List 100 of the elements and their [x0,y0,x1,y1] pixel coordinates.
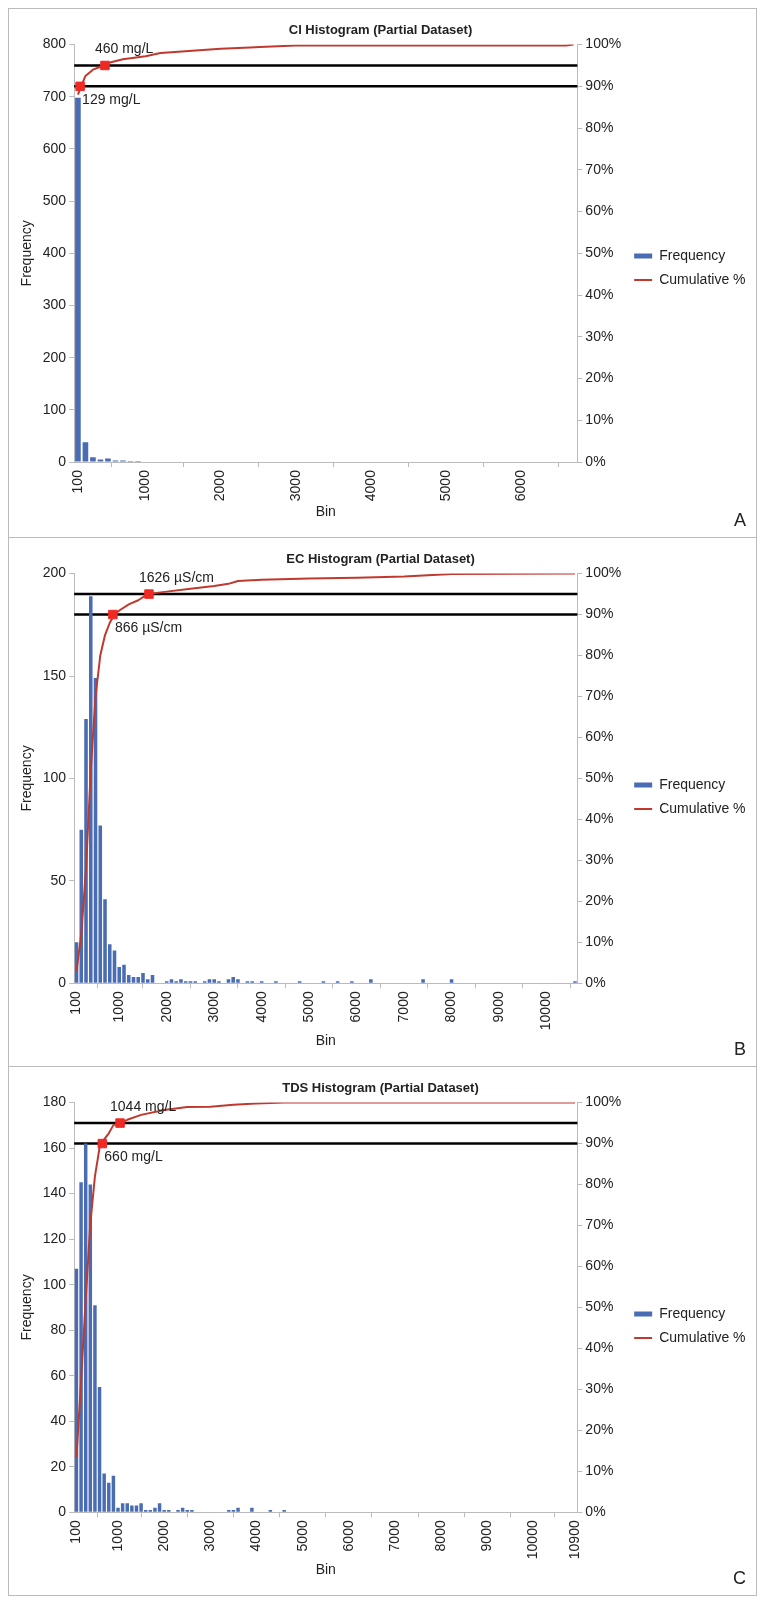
text: A [733,510,746,531]
y2-tick-label: 100% [585,564,622,581]
y-tick-label: 160 [42,1138,67,1155]
y-axis-title: Frequency [18,1274,35,1341]
x-axis-title: Bin [315,503,336,520]
x-tick-label: 8000 [442,991,459,1023]
bar [130,1505,134,1512]
chart-title: Cl Histogram (Partial Dataset) [288,22,473,38]
y2-tick-label: 30% [585,851,614,868]
x-axis-title: Bin [315,1032,336,1049]
y2-tick-label: 40% [585,810,614,827]
y-tick-label: 500 [42,192,67,209]
bar [169,979,174,983]
chart-title: EC Histogram (Partial Dataset) [286,551,475,567]
x-tick-label: 6000 [347,991,364,1023]
y2-tick-label: 70% [585,687,614,704]
bar [134,1505,139,1512]
y-tick-label: 180 [42,1093,67,1110]
chart-title: TDS Histogram (Partial Dataset) [282,1080,479,1096]
x-tick-label: 5000 [436,469,453,502]
y-tick-label: 120 [42,1230,67,1247]
x-tick-label: 9000 [478,1520,495,1552]
y-tick-label: 0 [58,974,67,991]
legend-label: Frequency [659,775,726,792]
legend-label: Cumulative % [659,799,746,816]
y-tick-label: 100 [42,1275,67,1292]
x-axis-title: Bin [315,1561,336,1578]
y2-tick-label: 80% [585,1175,614,1192]
x-tick-label: 7000 [394,991,411,1023]
y2-tick-label: 60% [585,202,614,219]
bar [120,1503,125,1512]
x-tick-label: 10900 [565,1520,582,1560]
bar [421,979,425,983]
y-tick-label: 200 [42,564,67,581]
bar [75,97,81,462]
bar [153,1507,157,1512]
legend-label: Cumulative % [659,1328,746,1345]
x-tick-label: 1000 [110,991,127,1023]
y2-tick-label: 10% [585,1462,614,1479]
y-tick-label: 800 [42,35,67,52]
x-tick-label: 6000 [339,1520,356,1552]
y2-tick-label: 0% [585,1503,606,1520]
y-tick-label: 20 [50,1457,67,1474]
y-tick-label: 600 [42,139,67,156]
bar [250,1507,254,1512]
y2-tick-label: 70% [585,160,614,177]
y2-tick-label: 30% [585,327,614,344]
y2-tick-label: 20% [585,1421,614,1438]
x-tick-label: 10000 [524,1520,541,1560]
x-tick-label: 9000 [489,991,506,1023]
y-axis-title: Frequency [18,220,35,287]
bar [97,459,104,462]
y-tick-label: 50 [50,871,67,888]
text: C [733,1568,746,1589]
x-tick-label: 8000 [432,1520,449,1552]
y2-tick-label: 100% [585,1093,622,1110]
y2-tick-label: 60% [585,728,614,745]
y2-tick-label: 40% [585,1339,614,1356]
y-tick-label: 400 [42,244,67,261]
y-tick-label: 0 [58,452,67,469]
y-tick-label: 100 [42,400,67,417]
bar [139,1503,143,1512]
annotation: 1044 mg/L [110,1097,177,1114]
x-tick-label: 2000 [211,469,228,502]
annotation: 866 µS/cm [114,619,183,636]
x-tick-label: 5000 [293,1520,310,1552]
y2-tick-label: 80% [585,118,614,135]
annotation: 1626 µS/cm [138,568,214,585]
annotation: 660 mg/L [104,1148,163,1165]
y-axis-title: Frequency [18,745,35,812]
y-tick-label: 700 [42,87,67,104]
y2-tick-label: 30% [585,1380,614,1397]
y2-tick-label: 10% [585,933,614,950]
bar [226,979,231,983]
bar [88,596,93,983]
bar [136,977,141,983]
x-tick-label: 4000 [252,991,269,1023]
bar [90,457,96,462]
legend-label: Cumulative % [659,270,746,287]
y2-tick-label: 50% [585,769,614,786]
y2-tick-label: 70% [585,1216,614,1233]
x-tick-label: 4000 [247,1520,264,1552]
y2-tick-label: 50% [585,244,614,261]
x-tick-label: 4000 [361,469,378,502]
annotation: 129 mg/L [82,91,141,108]
y2-tick-label: 50% [585,1298,614,1315]
x-tick-label: 5000 [300,991,316,1023]
y-tick-label: 140 [42,1184,67,1201]
y2-tick-label: 100% [585,35,622,52]
legend-label: Frequency [659,1304,726,1321]
y2-tick-label: 20% [585,369,614,386]
bar [105,458,111,462]
bar [82,442,89,462]
y-tick-label: 300 [42,296,67,313]
y2-tick-label: 10% [585,411,614,428]
y2-tick-label: 60% [585,1257,614,1274]
x-tick-label: 3000 [201,1520,218,1552]
bar [131,977,136,983]
legend-label: Frequency [659,246,726,263]
y-tick-label: 100 [42,769,67,786]
